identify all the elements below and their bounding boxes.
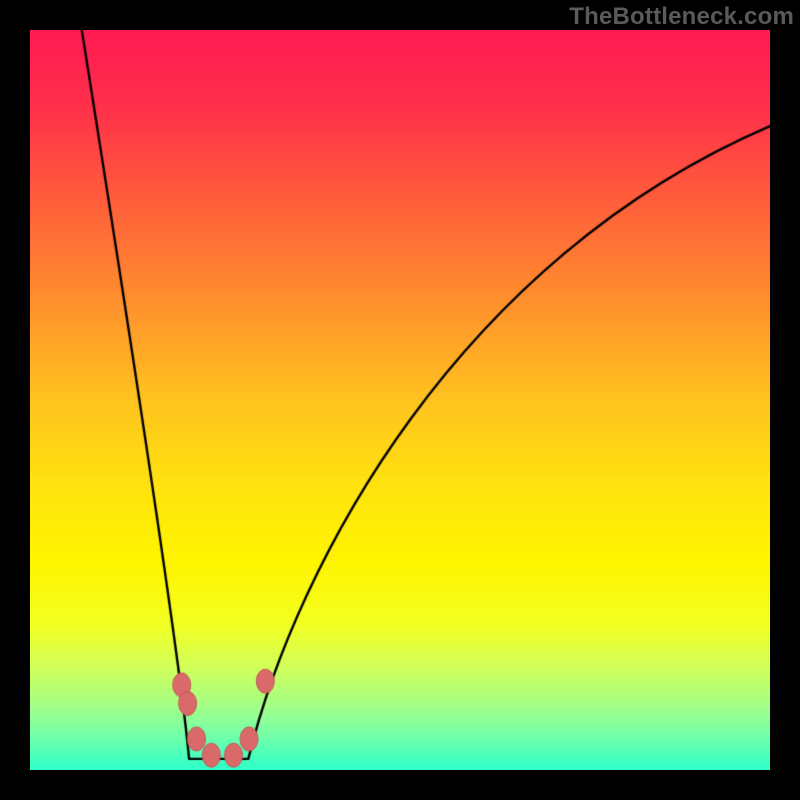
flat-region-markers <box>30 30 770 770</box>
plot-area <box>30 30 770 770</box>
watermark-label: TheBottleneck.com <box>569 3 794 31</box>
